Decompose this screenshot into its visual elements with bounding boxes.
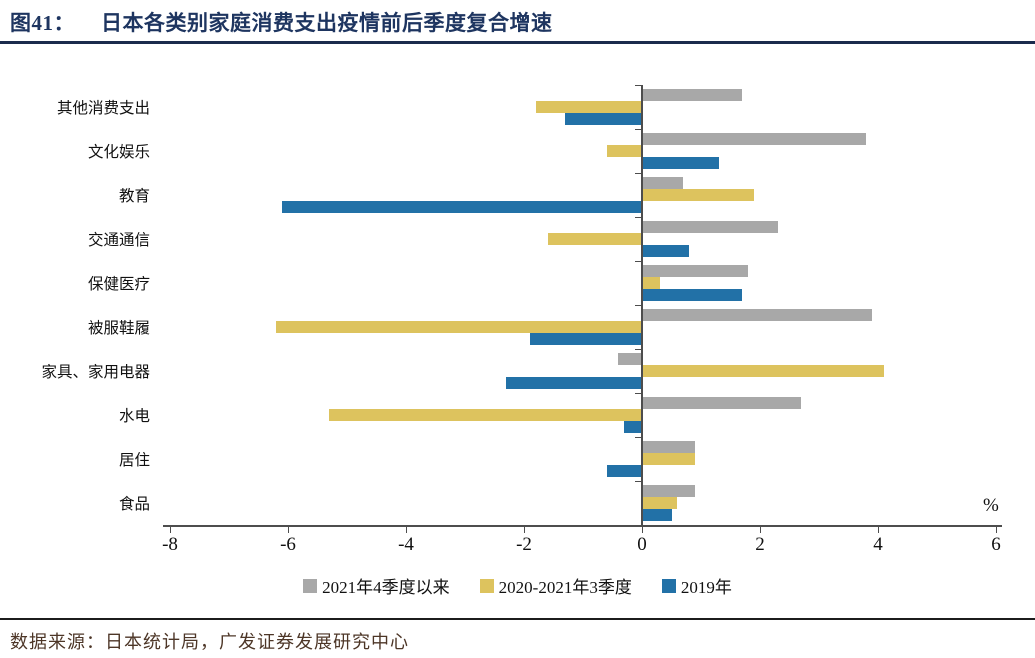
category-label: 水电 bbox=[118, 408, 150, 425]
bar bbox=[329, 409, 642, 421]
bar bbox=[642, 365, 884, 377]
category-label: 教育 bbox=[118, 188, 150, 205]
bar bbox=[642, 265, 749, 277]
bar bbox=[282, 201, 642, 213]
legend-item: 2019年 bbox=[661, 573, 732, 598]
legend-swatch-icon bbox=[661, 578, 676, 593]
figure-number: 图41： bbox=[10, 11, 75, 35]
category-label: 食品 bbox=[118, 496, 150, 513]
bar bbox=[642, 397, 802, 409]
bar bbox=[642, 157, 719, 169]
x-axis-tick bbox=[641, 527, 643, 533]
bar bbox=[276, 321, 642, 333]
bar bbox=[547, 233, 642, 245]
category-label: 文化娱乐 bbox=[87, 144, 150, 161]
axis-group-tick bbox=[635, 172, 642, 174]
bar bbox=[642, 177, 684, 189]
bar bbox=[642, 133, 867, 145]
axis-group-tick bbox=[635, 436, 642, 438]
legend-label: 2021年4季度以来 bbox=[322, 578, 450, 597]
x-axis-tick bbox=[523, 527, 525, 533]
bar bbox=[606, 145, 642, 157]
bar bbox=[642, 309, 873, 321]
bar bbox=[642, 485, 696, 497]
axis-group-tick bbox=[635, 348, 642, 350]
legend-swatch-icon bbox=[479, 578, 494, 593]
chart-legend: 2021年4季度以来 2020-2021年3季度 2019年 bbox=[0, 573, 1035, 598]
bar bbox=[618, 353, 642, 365]
axis-group-tick bbox=[635, 480, 642, 482]
bar bbox=[565, 113, 642, 125]
legend-item: 2020-2021年3季度 bbox=[479, 573, 632, 598]
axis-group-tick bbox=[635, 304, 642, 306]
bar bbox=[642, 245, 690, 257]
x-axis-tick bbox=[405, 527, 407, 533]
x-tick-label: 4 bbox=[873, 534, 883, 555]
x-tick-label: 0 bbox=[637, 534, 647, 555]
axis-unit-label: % bbox=[983, 495, 999, 516]
bar bbox=[642, 189, 755, 201]
figure-title: 日本各类别家庭消费支出疫情前后季度复合增速 bbox=[101, 11, 553, 35]
bar bbox=[642, 277, 660, 289]
category-label: 居住 bbox=[118, 452, 150, 469]
bar bbox=[506, 377, 642, 389]
bar bbox=[642, 289, 743, 301]
x-axis-tick bbox=[169, 527, 171, 533]
legend-label: 2019年 bbox=[680, 578, 732, 597]
bar bbox=[535, 101, 642, 113]
x-axis-line bbox=[163, 525, 1002, 527]
axis-group-tick bbox=[635, 260, 642, 262]
axis-group-tick bbox=[635, 216, 642, 218]
axis-group-tick bbox=[635, 392, 642, 394]
bar bbox=[642, 89, 743, 101]
bar bbox=[624, 421, 642, 433]
axis-group-tick bbox=[635, 128, 642, 130]
x-tick-label: -2 bbox=[516, 534, 532, 555]
axis-group-tick bbox=[635, 84, 642, 86]
data-source: 数据来源：日本统计局，广发证券发展研究中心 bbox=[10, 632, 409, 652]
x-tick-label: 6 bbox=[991, 534, 1001, 555]
bar bbox=[606, 465, 642, 477]
legend-label: 2020-2021年3季度 bbox=[498, 578, 632, 597]
x-tick-label: 2 bbox=[755, 534, 765, 555]
x-axis-tick bbox=[877, 527, 879, 533]
legend-item: 2021年4季度以来 bbox=[303, 573, 450, 598]
category-label: 保健医疗 bbox=[87, 276, 150, 293]
x-tick-label: -4 bbox=[398, 534, 414, 555]
zero-axis-line bbox=[641, 85, 643, 525]
title-divider bbox=[0, 41, 1035, 44]
bar bbox=[642, 441, 696, 453]
bar bbox=[642, 497, 678, 509]
bar bbox=[529, 333, 642, 345]
legend-swatch-icon bbox=[303, 578, 318, 593]
bar bbox=[642, 509, 672, 521]
bar bbox=[642, 453, 696, 465]
x-tick-label: -6 bbox=[280, 534, 296, 555]
category-label: 其他消费支出 bbox=[56, 100, 150, 117]
category-label: 家具、家用电器 bbox=[41, 364, 150, 381]
x-axis-tick bbox=[287, 527, 289, 533]
bar bbox=[642, 221, 778, 233]
x-axis-tick bbox=[759, 527, 761, 533]
figure-header: 图41： 日本各类别家庭消费支出疫情前后季度复合增速 bbox=[10, 7, 1025, 37]
footer-divider bbox=[0, 618, 1035, 620]
category-label: 交通通信 bbox=[87, 232, 150, 249]
x-axis-tick bbox=[995, 527, 997, 533]
x-tick-label: -8 bbox=[162, 534, 178, 555]
category-label: 被服鞋履 bbox=[87, 320, 150, 337]
